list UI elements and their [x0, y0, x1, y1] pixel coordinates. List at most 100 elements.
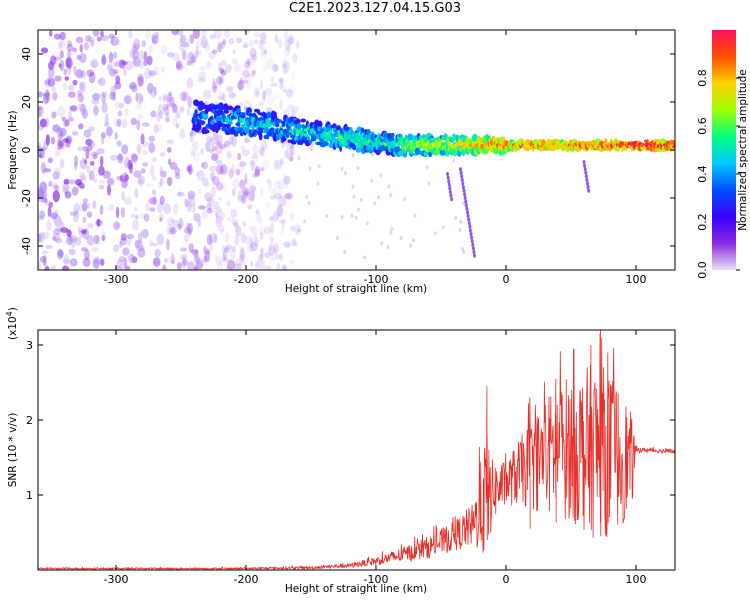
ridge-mark: [345, 127, 351, 131]
noise-blob: [272, 210, 279, 222]
noise-blob: [82, 146, 89, 152]
noise-blob: [59, 158, 65, 169]
noise-blob: [257, 144, 265, 156]
noise-blob: [137, 232, 143, 244]
noise-blob: [168, 91, 172, 97]
noise-blob: [412, 238, 416, 243]
noise-blob: [154, 32, 159, 39]
noise-blob: [112, 69, 120, 74]
noise-blob: [80, 174, 87, 181]
noise-blob: [85, 138, 93, 146]
noise-blob: [232, 178, 240, 190]
noise-blob: [64, 191, 72, 199]
ridge-mark: [466, 210, 469, 215]
noise-blob: [216, 260, 224, 270]
noise-blob: [138, 177, 144, 188]
ridge-mark: [423, 151, 429, 157]
noise-blob: [452, 158, 456, 163]
noise-blob: [173, 203, 179, 216]
noise-blob: [116, 140, 122, 147]
noise-blob: [76, 54, 82, 61]
noise-blob: [134, 239, 140, 249]
noise-blob: [223, 30, 231, 39]
colorbar-tick-label: 0.2: [696, 213, 709, 231]
ridge-mark: [308, 139, 313, 144]
noise-blob: [183, 38, 190, 50]
noise-blob: [86, 202, 91, 209]
noise-blob: [77, 92, 84, 103]
ridge-mark: [296, 122, 302, 130]
noise-blob: [286, 34, 295, 45]
noise-blob: [189, 131, 194, 143]
colorbar-tick-label: 0.8: [696, 69, 709, 87]
noise-blob: [249, 190, 256, 203]
noise-blob: [92, 178, 98, 183]
noise-blob: [89, 161, 95, 166]
noise-blob: [97, 79, 104, 85]
noise-blob: [156, 233, 164, 245]
noise-blob: [53, 33, 62, 40]
noise-blob: [160, 45, 168, 55]
noise-blob: [248, 181, 255, 188]
noise-blob: [62, 182, 70, 194]
ridge-mark: [448, 186, 452, 191]
noise-blob: [179, 44, 184, 52]
noise-blob: [39, 118, 48, 128]
noise-blob: [287, 44, 291, 52]
noise-blob: [294, 224, 302, 236]
noise-blob: [118, 59, 126, 69]
noise-blob: [241, 149, 250, 157]
ridge-mark: [390, 132, 395, 138]
noise-blob: [56, 137, 62, 150]
noise-blob: [282, 172, 286, 180]
noise-blob: [289, 144, 295, 157]
noise-blob: [100, 30, 104, 38]
noise-blob: [209, 33, 216, 40]
noise-blob: [235, 258, 241, 267]
noise-blob: [251, 225, 258, 237]
noise-blob: [264, 252, 271, 259]
noise-blob: [250, 53, 258, 61]
noise-blob: [100, 230, 107, 242]
colorbar-tick-label: 0.4: [696, 165, 709, 183]
noise-blob: [54, 167, 62, 175]
noise-blob: [461, 246, 464, 251]
noise-blob: [174, 167, 180, 176]
noise-blob: [181, 41, 189, 48]
noise-blob: [244, 173, 248, 184]
noise-blob: [209, 137, 215, 147]
noise-blob: [177, 190, 181, 197]
noise-blob: [209, 207, 214, 214]
noise-blob: [106, 177, 115, 186]
noise-blob: [282, 69, 288, 75]
ridge-mark: [471, 246, 475, 251]
noise-blob: [270, 82, 278, 87]
noise-blob: [175, 59, 183, 70]
noise-blob: [441, 225, 445, 230]
ridge-mark: [199, 120, 206, 126]
noise-blob: [131, 154, 138, 164]
noise-blob: [249, 159, 255, 166]
noise-blob: [205, 60, 212, 70]
noise-blob: [114, 101, 121, 110]
noise-blob: [151, 157, 158, 162]
noise-blob: [141, 141, 149, 147]
noise-blob: [308, 166, 312, 171]
noise-blob: [271, 188, 277, 195]
noise-blob: [282, 58, 287, 68]
noise-blob: [128, 30, 133, 39]
noise-blob: [133, 170, 142, 178]
noise-blob: [249, 155, 256, 160]
noise-blob: [281, 219, 285, 230]
noise-blob: [343, 250, 347, 255]
noise-blob: [259, 217, 263, 226]
ridge-mark: [269, 127, 275, 133]
noise-blob: [175, 64, 184, 72]
noise-blob: [269, 222, 275, 235]
noise-blob: [77, 182, 85, 189]
noise-blob: [239, 248, 246, 260]
noise-blob: [274, 159, 283, 170]
noise-blob: [121, 118, 128, 128]
noise-blob: [201, 30, 207, 38]
noise-blob: [50, 136, 56, 145]
